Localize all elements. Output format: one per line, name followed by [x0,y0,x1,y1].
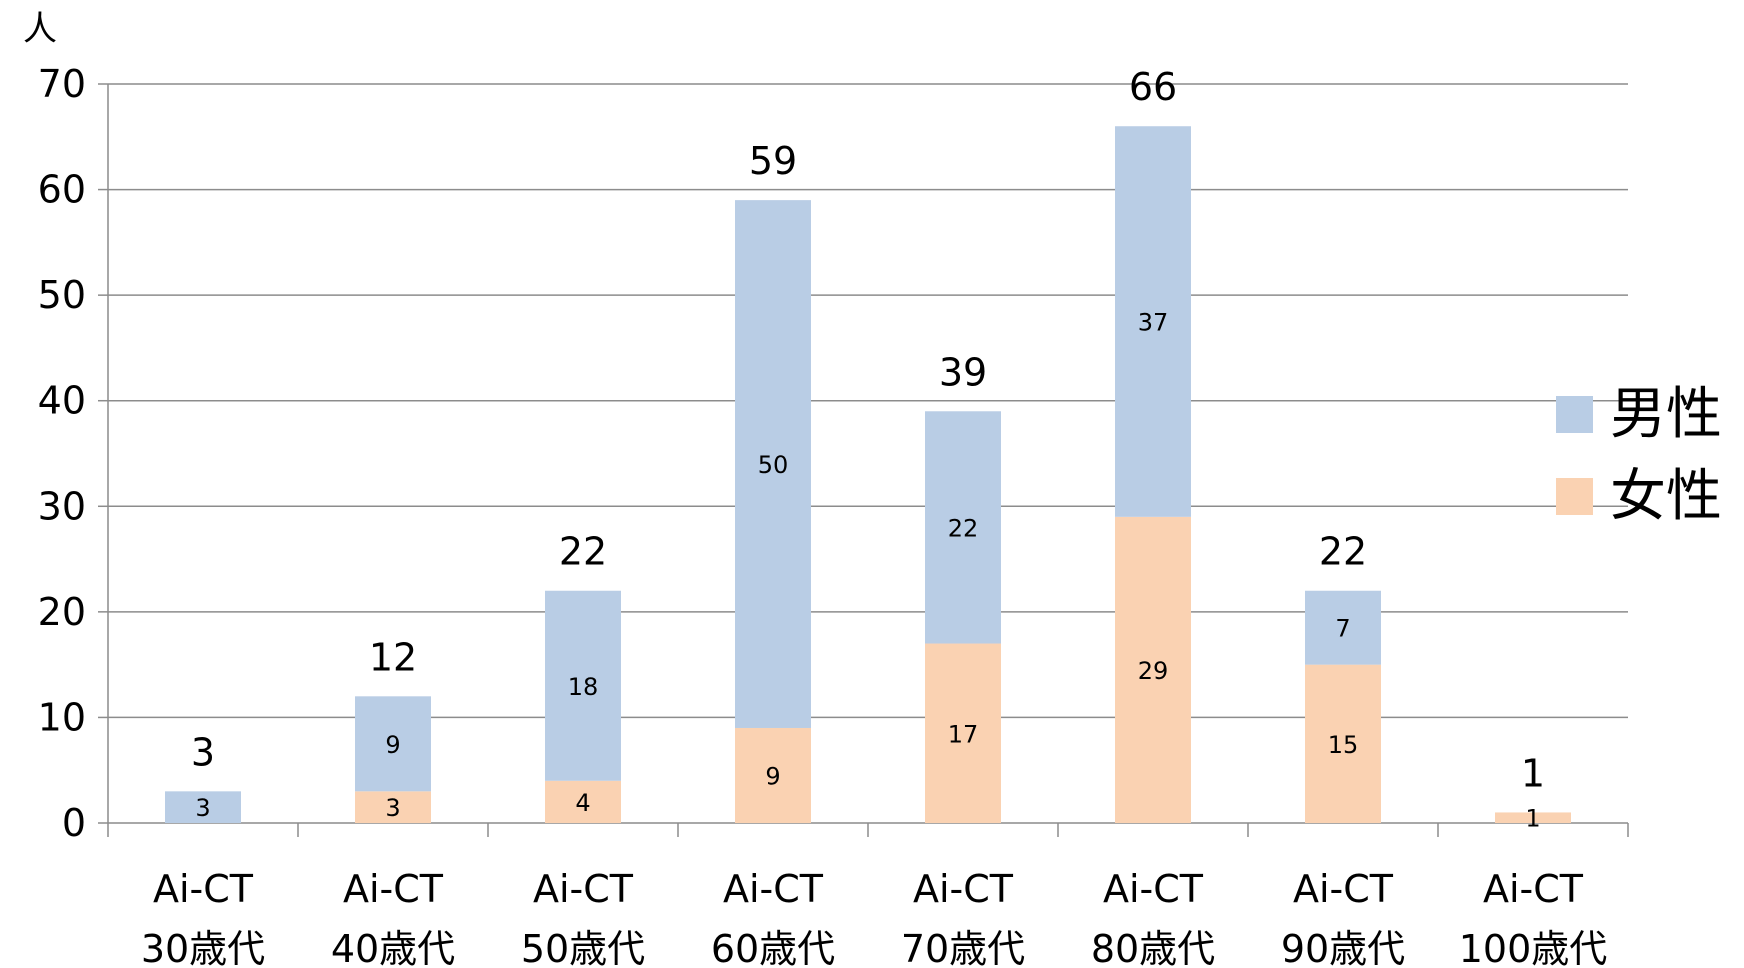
bar-segment-male [165,791,241,823]
x-category-label: 100歳代 [1459,927,1608,968]
bar-segment-female [735,727,811,823]
x-category-label: 30歳代 [141,927,265,968]
total-data-label: 22 [1319,530,1367,574]
total-data-label: 66 [1129,65,1177,109]
segment-data-label: 3 [195,794,210,822]
bar-segment-male [735,200,811,728]
segment-data-label: 17 [948,720,979,748]
segment-data-label: 3 [385,794,400,822]
x-category-label: Ai-CT [1483,867,1584,911]
bar-segment-female [545,780,621,823]
segment-data-label: 15 [1328,731,1359,759]
legend-label-female: 女性 [1610,464,1722,529]
x-category-label: Ai-CT [153,867,254,911]
bar-segment-male [925,411,1001,644]
bar-segment-female [925,643,1001,823]
bar-segment-male [1115,126,1191,517]
x-category-label: 50歳代 [521,927,645,968]
gridlines [108,83,1628,719]
segment-data-label: 22 [948,514,979,542]
segment-data-label: 18 [568,673,599,701]
x-category-label: 40歳代 [331,927,455,968]
y-unit-label: 人 [23,9,57,49]
x-category-label: Ai-CT [1293,867,1394,911]
bar-segment-female [1305,664,1381,823]
total-data-label: 1 [1521,751,1545,795]
segment-data-label: 29 [1138,657,1169,685]
y-tick-label: 0 [62,801,86,845]
legend-label-male: 男性 [1610,382,1722,447]
bars [165,126,1571,823]
y-axis: 0 10 20 30 40 50 60 70 [38,62,109,845]
x-category-label: Ai-CT [1103,867,1204,911]
y-tick-label: 50 [38,273,86,317]
bar-segment-female [1495,812,1571,823]
x-category-label: 70歳代 [901,927,1025,968]
x-category-label: Ai-CT [343,867,444,911]
y-tick-label: 20 [38,590,86,634]
x-axis: Ai-CT 30歳代 Ai-CT 40歳代 Ai-CT 50歳代 Ai-CT 60歳代 Ai-C… [108,822,1629,968]
y-tick-label: 40 [38,379,86,423]
y-tick-label: 30 [38,484,86,528]
legend-swatch-male [1556,396,1593,433]
bar-segment-male [545,590,621,781]
segment-data-label: 9 [385,731,400,759]
bar-segment-female [1115,516,1191,823]
y-tick-label: 70 [38,62,86,106]
legend-swatch-female [1556,478,1593,515]
segment-data-label: 4 [575,789,590,817]
segment-data-label: 9 [765,762,780,790]
segment-data-label: 7 [1335,615,1350,643]
total-data-label: 39 [939,350,987,394]
y-tick-label: 60 [38,168,86,212]
segment-data-label: 1 [1525,805,1540,833]
x-category-label: 60歳代 [711,927,835,968]
bar-segment-male [1305,590,1381,665]
x-category-label: 90歳代 [1281,927,1405,968]
y-tick-label: 10 [38,695,86,739]
bar-segment-female [355,791,431,823]
total-data-label: 59 [749,139,797,183]
x-category-label: Ai-CT [533,867,634,911]
total-data-label: 12 [369,635,417,679]
segment-data-label: 37 [1138,309,1169,337]
bar-segment-male [355,696,431,792]
total-data-label: 3 [191,730,215,774]
segment-data-label: 50 [758,451,789,479]
x-category-label: Ai-CT [723,867,824,911]
x-category-label: Ai-CT [913,867,1014,911]
x-category-label: 80歳代 [1091,927,1215,968]
total-data-label: 22 [559,530,607,574]
